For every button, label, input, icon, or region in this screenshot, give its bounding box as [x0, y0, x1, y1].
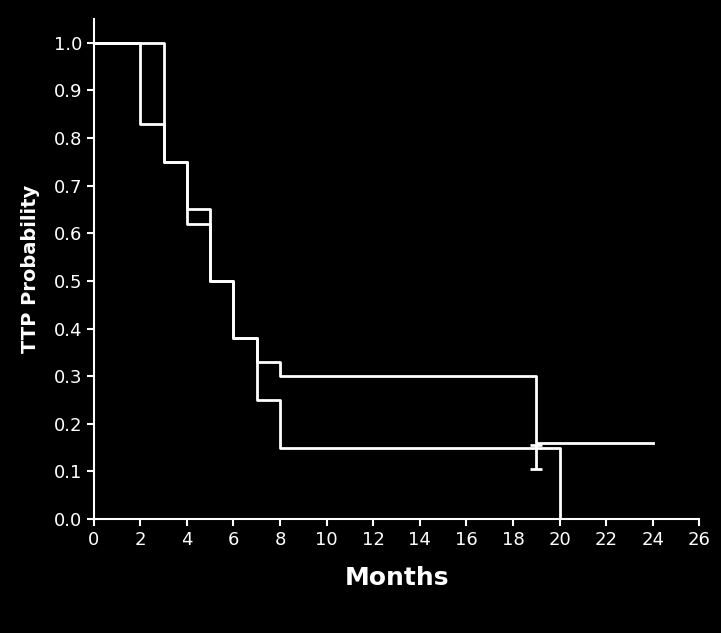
X-axis label: Months: Months: [345, 565, 448, 589]
Y-axis label: TTP Probability: TTP Probability: [20, 185, 40, 353]
